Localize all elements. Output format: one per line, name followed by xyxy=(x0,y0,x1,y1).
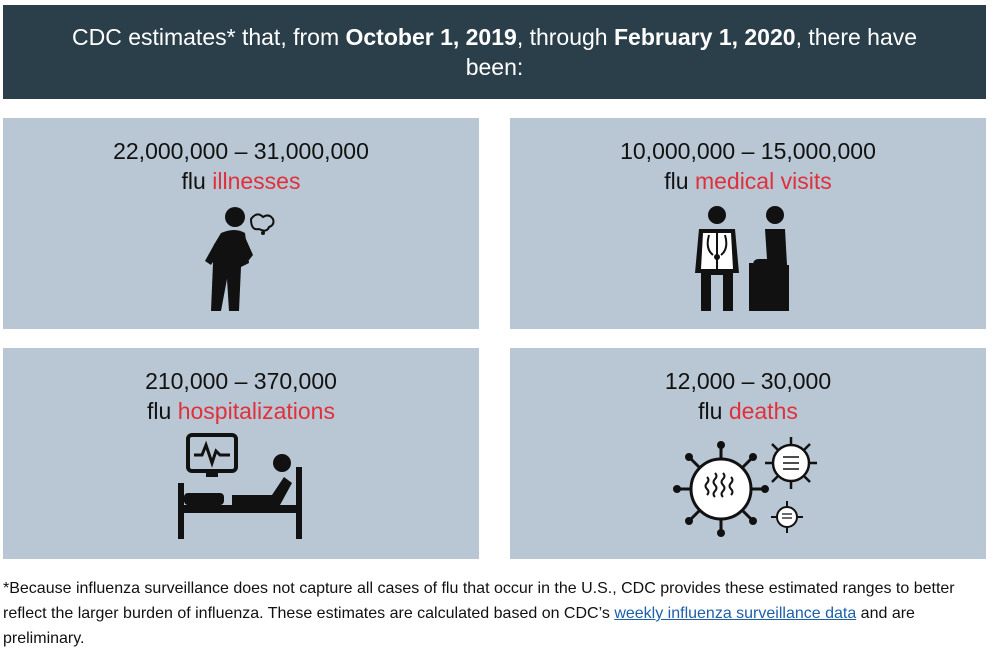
sick-person-icon xyxy=(205,207,275,311)
surveillance-data-link[interactable]: weekly influenza surveillance data xyxy=(614,605,857,622)
virus-icon xyxy=(673,437,817,537)
banner-text: CDC estimates* that, from October 1, 201… xyxy=(71,24,918,80)
deaths-label: flu deaths xyxy=(698,398,798,424)
summary-banner: CDC estimates* that, from October 1, 201… xyxy=(3,5,986,99)
deaths-card: 12,000 – 30,000 flu deaths xyxy=(510,348,986,559)
medical-visits-card: 10,000,000 – 15,000,000 flu medical visi… xyxy=(510,118,986,329)
doctor-patient-icon xyxy=(695,206,789,311)
medical-visits-label: flu medical visits xyxy=(664,168,832,194)
deaths-range: 12,000 – 30,000 xyxy=(664,368,832,394)
hospitalizations-card: 210,000 – 370,000 flu hospitalizations xyxy=(3,348,479,559)
hospital-bed-icon xyxy=(178,433,302,539)
footnote: *Because influenza surveillance does not… xyxy=(3,580,955,647)
medical-visits-range: 10,000,000 – 15,000,000 xyxy=(620,138,876,164)
hospitalizations-range: 210,000 – 370,000 xyxy=(145,368,337,394)
illnesses-range: 22,000,000 – 31,000,000 xyxy=(113,138,369,164)
hospitalizations-label: flu hospitalizations xyxy=(147,398,335,424)
illnesses-card: 22,000,000 – 31,000,000 flu illnesses xyxy=(3,118,479,329)
start-date: October 1, 2019 xyxy=(345,24,517,50)
illnesses-label: flu illnesses xyxy=(181,168,301,194)
end-date: February 1, 2020 xyxy=(614,24,796,50)
